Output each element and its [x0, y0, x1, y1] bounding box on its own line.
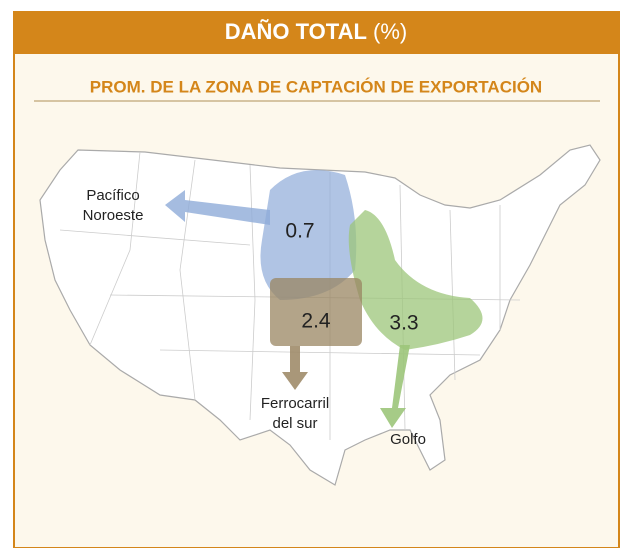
- zone-name: Pacífico: [86, 187, 139, 204]
- arrow-gulf: [380, 345, 410, 428]
- zone-name: del sur: [272, 415, 317, 432]
- zone-name: Noroeste: [83, 207, 144, 224]
- zone-name: Ferrocarril: [261, 395, 329, 412]
- zone-blue: [260, 170, 357, 300]
- zone-value: 3.3: [389, 312, 418, 335]
- zone-name: Golfo: [390, 431, 426, 448]
- header-title: DAÑO TOTAL (%): [225, 19, 408, 44]
- subtitle: PROM. DE LA ZONA DE CAPTACIÓN DE EXPORTA…: [90, 77, 542, 96]
- arrow-northwest: [165, 190, 270, 225]
- zone-value: 2.4: [301, 310, 331, 333]
- arrow-south: [282, 346, 308, 390]
- unit: (%): [373, 19, 407, 44]
- zone-green: [348, 210, 483, 350]
- zone-value: 0.7: [285, 220, 314, 243]
- zone-brown: [270, 278, 362, 346]
- title: DAÑO TOTAL: [225, 19, 367, 44]
- header-bar: [14, 12, 619, 54]
